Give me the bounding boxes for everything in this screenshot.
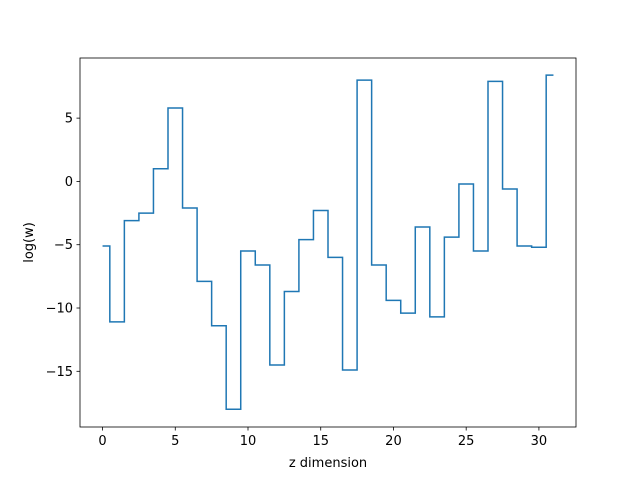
x-tick-label: 30 xyxy=(531,434,548,449)
y-tick-label: 5 xyxy=(65,112,73,127)
x-tick-label: 0 xyxy=(98,434,106,449)
x-tick-label: 15 xyxy=(312,434,329,449)
x-axis-label: z dimension xyxy=(289,456,367,471)
y-tick-label: −15 xyxy=(46,365,73,380)
y-tick-label: −10 xyxy=(46,302,73,317)
y-tick-label: 0 xyxy=(65,175,73,190)
plot-area xyxy=(102,74,554,411)
x-tick-label: 10 xyxy=(240,434,257,449)
y-axis-label: log(w) xyxy=(22,222,37,263)
x-tick-label: 5 xyxy=(171,434,179,449)
axes-frame xyxy=(79,57,577,428)
axes: 0 5 10 15 20 25 30 −15 −10 −5 0 5 xyxy=(46,57,577,449)
x-tick-label: 20 xyxy=(385,434,402,449)
series-line-0 xyxy=(102,74,554,411)
x-tick-label: 25 xyxy=(458,434,475,449)
y-tick-label: −5 xyxy=(54,238,73,253)
